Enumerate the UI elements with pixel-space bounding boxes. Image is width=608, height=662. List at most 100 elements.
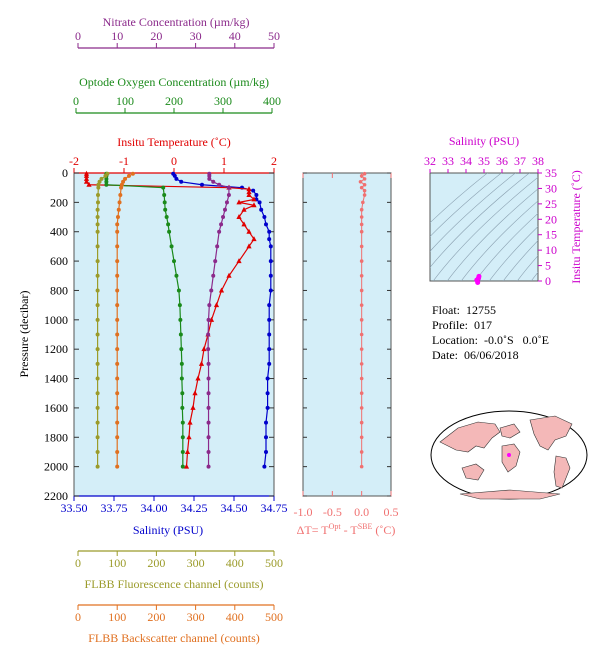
backscatter-tick-label: 0 xyxy=(75,610,81,624)
salinity-point xyxy=(264,420,268,425)
salinity-point xyxy=(262,215,267,220)
pressure-tick-label: 400 xyxy=(50,225,68,239)
delta-t-point xyxy=(359,362,364,366)
date-row: Date: 06/06/2018 xyxy=(432,348,549,363)
fluorescence-point xyxy=(95,222,100,227)
ts-temperature-tick-label: 0 xyxy=(545,274,551,288)
fluorescence-point xyxy=(96,185,101,190)
backscatter-point xyxy=(115,229,120,234)
nitrate-tick-label: 50 xyxy=(268,29,280,43)
nitrate-point xyxy=(206,464,211,469)
fluorescence-point xyxy=(95,215,100,220)
salinity-point xyxy=(257,200,262,205)
backscatter-axis: 0 100 200 300 400 500 FLBB Backscatter channe… xyxy=(75,604,283,645)
nitrate-point xyxy=(211,179,216,184)
backscatter-point xyxy=(115,420,120,425)
fluorescence-point xyxy=(95,449,100,454)
land-asia xyxy=(439,421,501,453)
delta-t-tick-label: -0.5 xyxy=(323,505,342,519)
ts-isopycnal xyxy=(430,173,488,224)
fluorescence-point xyxy=(95,332,100,337)
salinity-point xyxy=(267,361,272,366)
temperature-point xyxy=(218,287,225,293)
backscatter-point xyxy=(115,464,120,469)
fluorescence-axis-label: FLBB Fluorescence channel (counts) xyxy=(85,577,264,591)
delta-t-point xyxy=(359,174,364,178)
temperature-point xyxy=(246,243,252,249)
salinity-point xyxy=(267,347,272,352)
salinity-point xyxy=(265,376,270,381)
temperature-point xyxy=(251,236,257,242)
oxygen-point xyxy=(180,420,185,425)
delta-t-point xyxy=(359,464,364,469)
temperature-point xyxy=(236,214,242,220)
pressure-tick-label: 2000 xyxy=(44,460,68,474)
delta-t-series-group xyxy=(358,171,367,469)
temperature-point xyxy=(190,404,196,410)
temperature-point xyxy=(186,434,192,440)
nitrate-point xyxy=(207,303,212,308)
oxygen-point xyxy=(179,376,184,381)
temperature-tick-label: 2 xyxy=(271,154,277,168)
salinity-point xyxy=(172,173,177,178)
backscatter-point xyxy=(115,222,120,227)
oxygen-axis: Optode Oxygen Concentration (µm/kg) 0 100… xyxy=(73,75,281,114)
ts-isopycnal xyxy=(502,240,538,281)
delta-t-point xyxy=(362,182,367,187)
oxygen-point xyxy=(180,391,185,396)
nitrate-series-line xyxy=(207,173,230,467)
ts-salinity-tick-label: 34 xyxy=(460,154,472,168)
temperature-point xyxy=(187,419,193,425)
delta-t-point xyxy=(362,193,367,197)
pressure-tick-label: 1400 xyxy=(44,372,68,386)
salinity-point xyxy=(267,237,272,242)
temperature-point xyxy=(213,302,220,308)
date-label: Date: xyxy=(432,348,458,362)
salinity-axis-label: Salinity (PSU) xyxy=(133,523,203,537)
delta-t-point xyxy=(359,222,364,227)
backscatter-point xyxy=(115,449,120,454)
salinity-tick-label: 34.25 xyxy=(181,501,208,515)
nitrate-tick-label: 10 xyxy=(111,29,123,43)
nitrate-axis-ticks: 0 10 20 30 40 50 xyxy=(75,29,280,49)
ts-isopycnal xyxy=(430,173,530,268)
profile-label: Profile: xyxy=(432,318,468,332)
delta-t-point xyxy=(359,273,364,278)
salinity-point xyxy=(254,193,259,198)
temperature-point xyxy=(198,360,205,366)
nitrate-point xyxy=(219,222,224,227)
ts-temperature-tick-label: 35 xyxy=(545,166,557,180)
salinity-point xyxy=(267,317,272,322)
backscatter-point xyxy=(115,391,120,396)
oxygen-point xyxy=(180,449,185,454)
ts-temperature-axis-label: Insitu Temperature (˚C) xyxy=(569,170,583,284)
nitrate-point xyxy=(206,391,211,396)
delta-t-point xyxy=(361,200,365,205)
backscatter-point xyxy=(115,347,120,352)
ts-isopycnal xyxy=(460,200,538,281)
oxygen-point xyxy=(180,405,185,410)
oxygen-point xyxy=(180,435,185,440)
delta-t-point xyxy=(359,450,364,454)
fluorescence-point xyxy=(95,273,100,278)
ts-temperature-tick-label: 30 xyxy=(545,181,557,195)
delta-t-tick-label: 0.0 xyxy=(354,505,369,519)
land-africa xyxy=(501,443,521,473)
nitrate-point xyxy=(217,229,222,234)
nitrate-point xyxy=(206,449,211,454)
ts-temperature-tick-label: 15 xyxy=(545,228,557,242)
temperature-point xyxy=(192,390,198,396)
float-location-marker xyxy=(507,453,511,457)
fluorescence-tick-label: 100 xyxy=(108,556,126,570)
ts-salinity-tick-label: 32 xyxy=(424,154,436,168)
delta-t-label-prefix: ΔT= T xyxy=(297,523,330,537)
oxygen-point xyxy=(174,273,179,278)
backscatter-point xyxy=(117,200,122,205)
fluorescence-tick-label: 0 xyxy=(75,556,81,570)
backscatter-tick-label: 500 xyxy=(265,610,283,624)
temperature-point xyxy=(184,448,191,454)
salinity-point xyxy=(268,288,273,293)
temperature-tick-label: -2 xyxy=(69,154,79,168)
delta-t-point xyxy=(359,420,364,425)
oxygen-point xyxy=(162,193,167,198)
